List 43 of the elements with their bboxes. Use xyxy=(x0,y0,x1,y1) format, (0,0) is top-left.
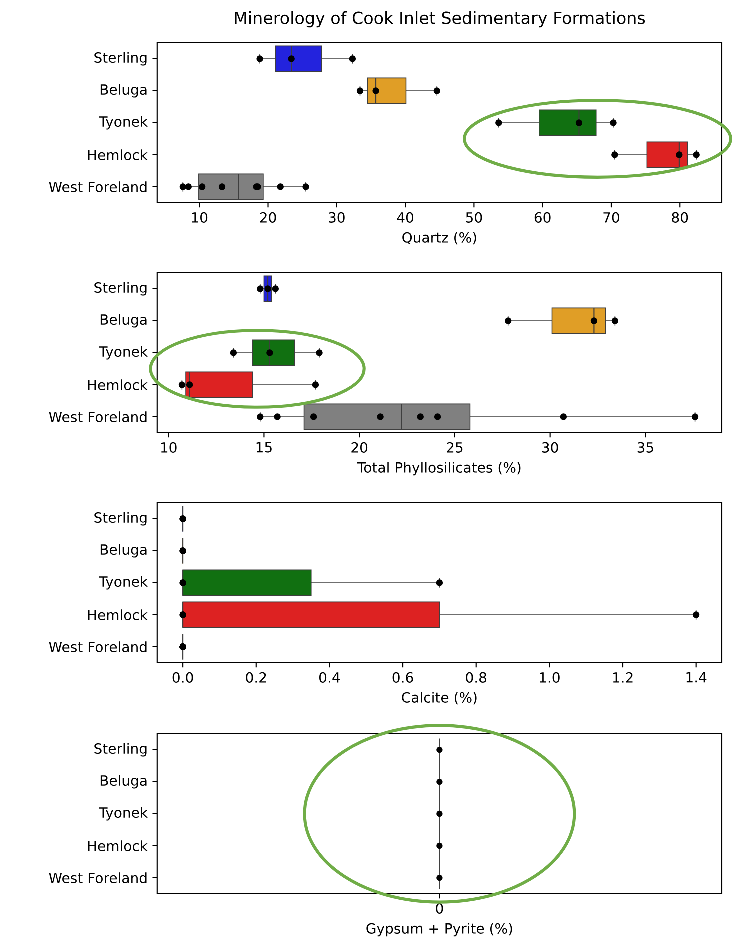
x-axis-title: Total Phyllosilicates (%) xyxy=(357,462,521,476)
x-tick-label: 40 xyxy=(397,212,414,223)
y-tick-label: Hemlock xyxy=(88,610,148,620)
x-tick-label: 0.4 xyxy=(320,672,340,683)
x-tick-label: 80 xyxy=(672,212,688,223)
y-tick-label: Sterling xyxy=(94,282,147,296)
y-tick-label: Sterling xyxy=(94,52,147,66)
y-tick-label: Beluga xyxy=(100,84,147,98)
y-tick-label: West Foreland xyxy=(49,412,147,422)
chart-title: Minerology of Cook Inlet Sedimentary Formations xyxy=(235,11,646,28)
y-tick-label: Beluga xyxy=(100,314,147,328)
x-tick-label: 0.6 xyxy=(392,672,414,683)
x-tick-label: 30 xyxy=(329,212,345,223)
text: 0 xyxy=(436,903,444,914)
x-tick-label: 15 xyxy=(256,442,272,453)
y-tick-label: Hemlock xyxy=(88,150,148,160)
x-tick-label: 25 xyxy=(447,442,463,453)
y-tick-label: Tyonek xyxy=(99,346,148,360)
x-tick-label: 0.0 xyxy=(172,672,194,683)
x-tick-label: 10 xyxy=(192,212,208,223)
x-tick-label: 1.2 xyxy=(613,672,633,683)
x-tick-label: 35 xyxy=(638,442,654,453)
y-tick-label: West Foreland xyxy=(49,642,147,652)
x-tick-label: 1.4 xyxy=(686,672,707,683)
y-tick-label: Tyonek xyxy=(99,116,148,130)
y-tick-label: Beluga xyxy=(100,544,147,558)
x-tick-label: 50 xyxy=(466,212,482,223)
y-tick-label: Hemlock xyxy=(88,380,148,390)
x-tick-label: 0.2 xyxy=(246,672,266,683)
y-tick-label: Tyonek xyxy=(99,576,148,590)
x-tick-label: 1.0 xyxy=(540,672,560,683)
x-axis-title: Calcite (%) xyxy=(402,692,477,705)
x-tick-label: 60 xyxy=(534,212,551,223)
x-tick-label: 30 xyxy=(542,442,558,453)
x-tick-label: 20 xyxy=(260,212,276,223)
x-tick-label: 20 xyxy=(352,442,368,453)
x-tick-label: 0.8 xyxy=(466,672,487,683)
x-tick-label: 70 xyxy=(604,212,620,223)
x-axis-title: Quartz (%) xyxy=(402,232,476,245)
text: Gypsum + Pyrite (%) xyxy=(366,923,512,937)
x-tick-label: 10 xyxy=(161,442,177,453)
y-tick-label: West Foreland xyxy=(49,182,147,192)
y-tick-label: Sterling xyxy=(94,512,147,526)
